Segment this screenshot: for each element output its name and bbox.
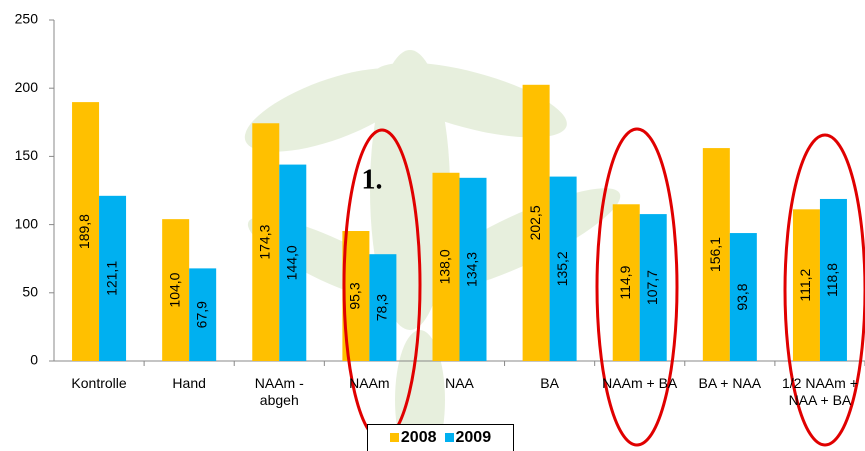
value-label: 121,1 [103, 261, 119, 296]
value-label: 135,2 [554, 251, 570, 286]
bar [729, 233, 757, 361]
bar [612, 204, 640, 361]
bar [72, 102, 100, 362]
y-tick-label: 100 [15, 215, 39, 231]
y-tick-label: 50 [22, 284, 38, 300]
x-tick-label: Hand [172, 375, 206, 391]
y-tick-label: 0 [30, 352, 38, 368]
y-tick-label: 150 [15, 147, 39, 163]
value-label: 156,1 [707, 237, 723, 272]
value-label: 93,8 [734, 283, 750, 310]
value-label: 111,2 [797, 268, 813, 301]
bar [459, 177, 487, 361]
bar [162, 219, 190, 361]
y-tick-label: 200 [15, 79, 39, 95]
bar [369, 254, 397, 361]
value-label: 67,9 [193, 301, 209, 328]
bar [639, 214, 667, 361]
x-tick-label: NAA [445, 375, 474, 391]
bar [702, 148, 730, 361]
highlight-ellipse [783, 133, 865, 447]
value-label: 202,5 [527, 205, 543, 240]
value-label: 78,3 [374, 294, 390, 321]
x-tick-label: 1/2 NAAm + NAA + BA [782, 375, 858, 408]
legend-item: 2008 [389, 429, 437, 447]
annotation: 1. [362, 164, 383, 195]
bar [189, 268, 217, 361]
bar [549, 176, 577, 361]
legend-label: 2008 [400, 429, 437, 446]
value-label: 189,8 [76, 214, 92, 249]
legend-swatch [444, 433, 454, 442]
bar [792, 209, 820, 361]
value-label: 95,3 [347, 282, 363, 309]
legend: 2008 2009 [367, 424, 514, 451]
value-label: 138,0 [437, 249, 453, 284]
highlight-ellipse [595, 127, 679, 447]
bar [252, 123, 280, 362]
x-tick-label: NAAm [349, 375, 390, 391]
bar [432, 172, 460, 361]
value-label: 104,0 [166, 272, 182, 307]
y-tick-label: 250 [15, 11, 39, 27]
legend-item: 2009 [444, 429, 492, 447]
value-label: 114,9 [617, 265, 633, 299]
value-label: 174,3 [256, 224, 272, 259]
bar [99, 195, 127, 361]
x-tick-label: Kontrolle [71, 375, 127, 391]
x-tick-label: NAAm - abgeh [254, 375, 304, 408]
x-tick-label: NAAm + BA [602, 375, 678, 391]
x-tick-label: BA [540, 375, 559, 391]
legend-label: 2009 [455, 429, 492, 446]
legend-swatch [389, 433, 399, 442]
x-tick-label: BA + NAA [698, 375, 762, 391]
value-label: 107,7 [644, 270, 660, 305]
value-label: 134,3 [464, 252, 480, 287]
value-label: 144,0 [283, 245, 299, 280]
bar [819, 198, 847, 361]
value-label: 118,8 [824, 263, 840, 297]
bar [522, 84, 550, 361]
bar [279, 164, 307, 361]
